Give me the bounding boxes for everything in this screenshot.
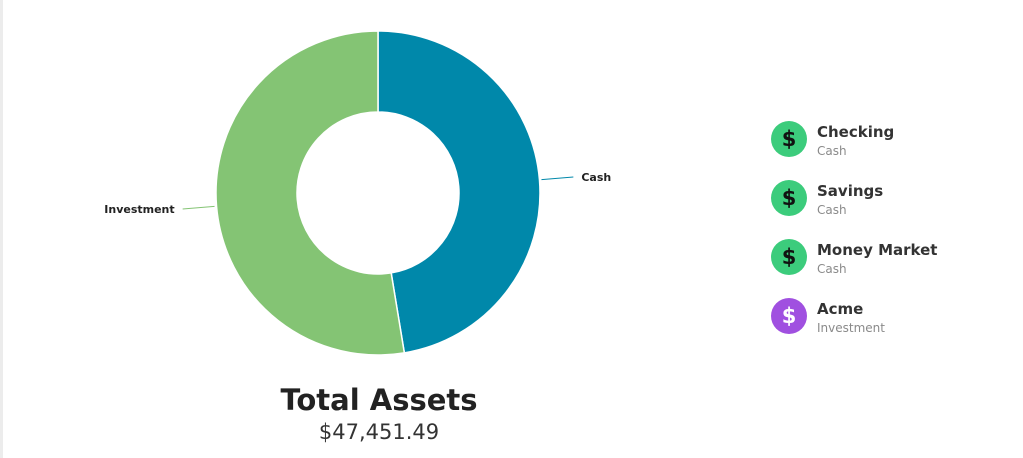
legend-item-type: Cash	[817, 262, 847, 276]
dollar-icon: $	[771, 239, 807, 275]
donut-slice-investment[interactable]	[215, 30, 406, 356]
donut-slice-cash[interactable]	[377, 30, 541, 354]
leader-line-investment	[182, 205, 215, 210]
legend-item-name: Checking	[817, 123, 895, 141]
legend-item-type: Cash	[817, 144, 847, 158]
dollar-icon: $	[771, 121, 807, 157]
leader-line-cash	[541, 176, 574, 181]
legend-item-checking[interactable]: $ Checking Cash	[771, 121, 1011, 180]
total-assets-summary: Total Assets $47,451.49	[229, 380, 529, 444]
slice-label-investment: Investment	[104, 203, 174, 216]
total-assets-title: Total Assets	[280, 383, 478, 417]
account-legend: $ Checking Cash $ Savings Cash $ Money M…	[771, 121, 1011, 357]
legend-item-name: Money Market	[817, 241, 938, 259]
donut-chart: Cash Investment	[104, 30, 611, 356]
legend-item-acme[interactable]: $ Acme Investment	[771, 298, 1011, 357]
legend-item-name: Acme	[817, 300, 864, 318]
legend-item-type: Cash	[817, 203, 847, 217]
legend-item-name: Savings	[817, 182, 884, 200]
total-assets-value: $47,451.49	[318, 420, 440, 444]
page-left-border	[0, 0, 3, 458]
legend-item-money-market[interactable]: $ Money Market Cash	[771, 239, 1011, 298]
dollar-icon: $	[771, 298, 807, 334]
legend-item-type: Investment	[817, 321, 885, 335]
dollar-icon: $	[771, 180, 807, 216]
legend-item-savings[interactable]: $ Savings Cash	[771, 180, 1011, 239]
slice-label-cash: Cash	[581, 171, 611, 184]
